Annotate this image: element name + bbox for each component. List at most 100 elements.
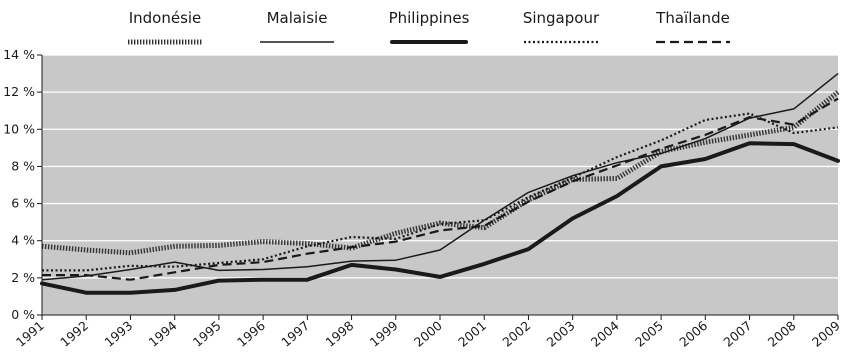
data-point <box>173 271 176 274</box>
data-point <box>129 264 132 267</box>
data-point <box>704 141 707 144</box>
data-point <box>704 137 707 140</box>
data-point <box>836 159 839 162</box>
data-point <box>571 217 574 220</box>
legend-item-1: Indonésie <box>128 9 202 45</box>
data-point <box>262 260 265 263</box>
data-point <box>262 240 265 243</box>
series-2 <box>41 72 839 281</box>
data-point <box>704 118 707 121</box>
series-1 <box>41 90 840 256</box>
data-point <box>85 291 88 294</box>
x-tick-label: 2002 <box>499 318 533 350</box>
legend-label: Singapour <box>523 9 600 27</box>
data-point <box>483 262 486 265</box>
data-point <box>262 268 265 271</box>
data-point <box>615 195 618 198</box>
x-tick-label: 1995 <box>190 318 224 350</box>
legend-item-2: Malaisie <box>260 9 334 43</box>
x-tick-label: 1997 <box>278 318 312 350</box>
legend-item-5: Thaïlande <box>655 9 730 44</box>
data-point <box>527 200 530 203</box>
y-tick-label: 8 % <box>11 158 35 173</box>
legend-item-4: Singapour <box>523 9 600 44</box>
x-tick-label: 2006 <box>676 318 710 350</box>
data-point <box>350 263 353 266</box>
data-point <box>85 248 88 251</box>
data-point <box>217 279 220 282</box>
series-5 <box>42 97 839 281</box>
series-line <box>40 141 840 295</box>
x-tick-label: 1996 <box>234 318 268 350</box>
data-point <box>527 191 530 194</box>
x-tick-label: 1998 <box>322 318 356 350</box>
data-point <box>217 263 220 266</box>
data-point <box>748 142 751 145</box>
data-point <box>262 278 265 281</box>
data-point <box>173 288 176 291</box>
x-tick-label: 1999 <box>367 318 401 350</box>
data-point <box>792 123 795 126</box>
data-point <box>527 247 530 250</box>
x-tick-label: 2000 <box>411 318 445 350</box>
y-tick-label: 4 % <box>11 233 35 248</box>
data-point <box>615 164 618 167</box>
data-point <box>615 161 618 164</box>
data-point <box>660 139 663 142</box>
x-tick-label: 1994 <box>146 318 180 350</box>
data-point <box>571 180 574 183</box>
data-point <box>792 131 795 134</box>
data-point <box>350 246 353 249</box>
data-point <box>792 126 795 129</box>
x-tick-label: 2005 <box>632 318 666 350</box>
y-tick-label: 0 % <box>11 307 35 322</box>
legend-label: Philippines <box>389 9 470 27</box>
data-point <box>173 245 176 248</box>
data-point <box>85 273 88 276</box>
data-point <box>350 260 353 263</box>
data-point <box>483 224 486 227</box>
data-point <box>394 240 397 243</box>
data-point <box>217 269 220 272</box>
data-point <box>262 258 265 261</box>
series-line <box>41 73 839 281</box>
data-point <box>394 232 397 235</box>
data-point <box>527 195 530 198</box>
data-point <box>792 107 795 110</box>
data-point <box>792 143 795 146</box>
x-tick-label: 1992 <box>57 318 91 350</box>
series-3 <box>40 141 840 295</box>
data-point <box>660 165 663 168</box>
legend-label: Thaïlande <box>655 9 730 27</box>
data-point <box>129 268 132 271</box>
y-tick-label: 6 % <box>11 196 35 211</box>
data-point <box>394 259 397 262</box>
data-point <box>660 152 663 155</box>
x-tick-label: 1991 <box>13 318 47 350</box>
series-line <box>41 90 840 256</box>
data-point <box>129 251 132 254</box>
data-point <box>438 275 441 278</box>
x-tick-label: 1993 <box>101 318 135 350</box>
data-point <box>704 157 707 160</box>
data-point <box>173 265 176 268</box>
data-point <box>660 147 663 150</box>
data-point <box>836 97 839 100</box>
data-point <box>129 278 132 281</box>
data-point <box>217 244 220 247</box>
x-tick-label: 2003 <box>544 318 578 350</box>
data-point <box>704 133 707 136</box>
data-point <box>836 72 839 75</box>
data-point <box>836 91 839 94</box>
y-tick-label: 2 % <box>11 270 35 285</box>
data-point <box>306 265 309 268</box>
x-tick-label: 2007 <box>720 318 754 350</box>
y-tick-label: 10 % <box>3 121 35 136</box>
data-point <box>615 177 618 180</box>
x-tick-label: 2004 <box>588 318 622 350</box>
data-point <box>306 245 309 248</box>
legend-label: Malaisie <box>267 9 328 27</box>
data-point <box>438 248 441 251</box>
y-tick-label: 12 % <box>3 84 35 99</box>
